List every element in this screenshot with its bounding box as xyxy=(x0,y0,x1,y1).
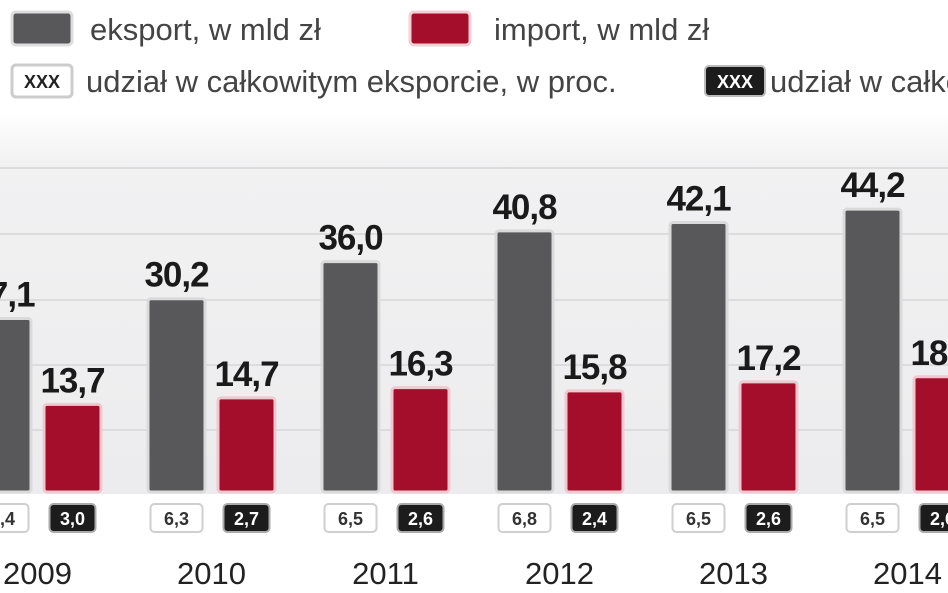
export-share-box xyxy=(845,503,900,533)
import-bar xyxy=(564,389,625,494)
import-value-label: 13,7 xyxy=(40,361,104,400)
import-bar xyxy=(738,380,799,494)
export-value-label: 40,8 xyxy=(492,188,557,227)
import-share-label: 3,0 xyxy=(60,509,85,529)
export-value-label: 44,2 xyxy=(840,166,905,205)
legend-label-import: import, w mld zł xyxy=(494,12,709,47)
year-tick-label: 2012 xyxy=(525,556,594,591)
import-share-box xyxy=(396,503,445,533)
export-share-label: 6,5 xyxy=(860,509,885,529)
import-share-box xyxy=(744,503,793,533)
export-bar xyxy=(320,260,381,494)
legend: eksport, w mld zł import, w mld zł XXX u… xyxy=(10,10,948,99)
export-share-label: 6,3 xyxy=(164,509,189,529)
export-share-box xyxy=(149,503,204,533)
year-tick-label: 2014 xyxy=(873,556,942,591)
import-share-label: 2,4 xyxy=(582,509,607,529)
import-value-label: 18,0 xyxy=(910,334,948,373)
import-share-box xyxy=(918,503,948,533)
legend-label-export: eksport, w mld zł xyxy=(90,12,321,47)
import-bar xyxy=(912,375,948,494)
export-value-label: 27,1 xyxy=(0,276,35,315)
import-bar xyxy=(42,402,103,494)
export-share-box xyxy=(671,503,726,533)
export-value-label: 36,0 xyxy=(318,219,383,258)
export-share-label: 6,5 xyxy=(338,509,363,529)
export-share-box xyxy=(0,503,30,533)
year-tick-label: 2013 xyxy=(699,556,768,591)
export-bar xyxy=(668,221,729,494)
import-value-label: 16,3 xyxy=(388,345,453,384)
export-share-box xyxy=(497,503,552,533)
legend-label-export-share: udział w całkowitym eksporcie, w proc. xyxy=(86,64,617,99)
import-bar xyxy=(390,386,451,494)
export-value-label: 42,1 xyxy=(666,180,731,219)
legend-swatch-export xyxy=(10,10,74,47)
import-share-box xyxy=(48,503,97,533)
import-share-label: 2,6 xyxy=(408,509,433,529)
legend-box-export-share-text: XXX xyxy=(24,72,60,92)
export-bar xyxy=(842,207,903,494)
legend-box-import-share-text: XXX xyxy=(717,72,753,92)
export-share-label: 6,8 xyxy=(512,509,537,529)
import-share-label: 2,7 xyxy=(234,509,259,529)
year-tick-label: 2010 xyxy=(177,556,246,591)
import-share-box xyxy=(570,503,619,533)
year-tick-label: 2011 xyxy=(352,556,419,591)
import-value-label: 14,7 xyxy=(214,355,278,394)
legend-box-export-share xyxy=(10,63,74,99)
import-share-box xyxy=(222,503,271,533)
legend-label-import-share: udział w całkowitym imporcie, w proc. xyxy=(770,64,948,99)
year-tick-label: 2009 xyxy=(3,556,72,591)
export-bar xyxy=(146,297,207,494)
legend-box-import-share xyxy=(704,65,766,97)
legend-swatch-import xyxy=(408,10,472,47)
export-share-label: 6,5 xyxy=(686,509,711,529)
chart-marks: 27,1 6,4 13,7 3,0 2009 30,2 6,3 14,7 2,7 2010 36,0… xyxy=(0,166,948,591)
export-share-label: 6,4 xyxy=(0,509,15,529)
import-share-label: 2,6 xyxy=(930,509,948,529)
import-bar xyxy=(216,396,277,494)
import-share-label: 2,6 xyxy=(756,509,781,529)
export-value-label: 30,2 xyxy=(144,256,209,295)
import-value-label: 15,8 xyxy=(562,348,627,387)
export-bar xyxy=(494,229,555,494)
export-share-box xyxy=(323,503,378,533)
export-bar xyxy=(0,317,33,494)
import-value-label: 17,2 xyxy=(736,339,801,378)
